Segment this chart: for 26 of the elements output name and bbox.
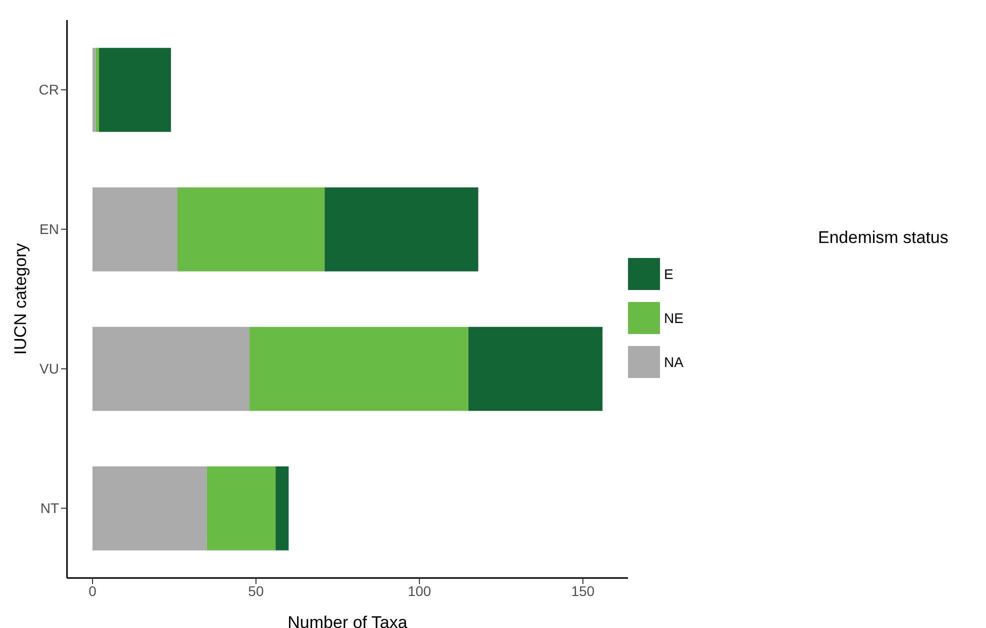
legend-label: E xyxy=(664,265,674,284)
x-tick-label: 50 xyxy=(248,582,264,599)
bar xyxy=(92,466,207,550)
legend-title: Endemism status xyxy=(818,228,948,247)
bar xyxy=(206,466,276,550)
bar xyxy=(92,187,178,272)
bar xyxy=(96,48,100,132)
y-tick-label: VU xyxy=(40,360,59,377)
x-tick-label: 100 xyxy=(408,582,432,599)
legend-label: NE xyxy=(664,309,684,328)
bar xyxy=(92,326,250,411)
x-tick-label: 150 xyxy=(571,582,595,599)
bar xyxy=(276,466,289,550)
bar xyxy=(92,48,96,132)
y-tick-label: NT xyxy=(40,500,60,516)
bar xyxy=(324,187,478,272)
legend-label: NA xyxy=(664,353,684,372)
bar xyxy=(468,326,602,411)
x-tick-label: 0 xyxy=(88,582,97,599)
bar xyxy=(178,187,325,272)
y-tick-label: CR xyxy=(38,82,59,98)
x-axis-title: Number of Taxa xyxy=(288,613,408,628)
y-tick-label: EN xyxy=(40,221,59,238)
bar xyxy=(249,326,468,411)
bar xyxy=(99,48,171,132)
y-axis-title: IUCN category xyxy=(11,242,30,355)
